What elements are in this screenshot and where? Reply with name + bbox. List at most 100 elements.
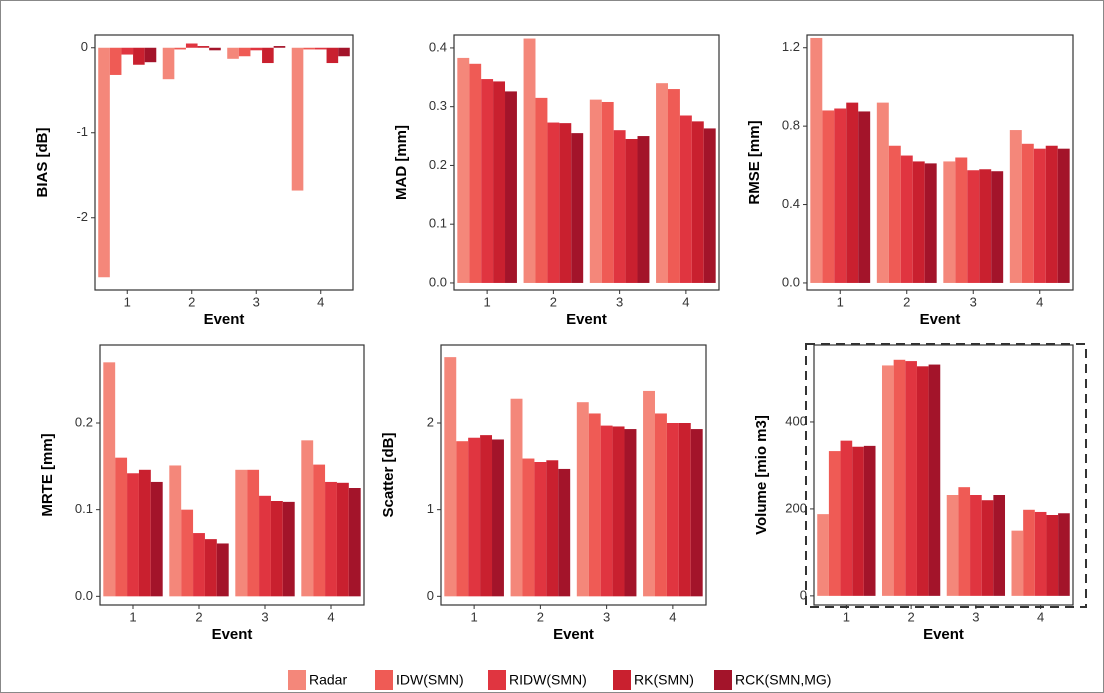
x-tick-label: 3 (972, 609, 979, 624)
bar (204, 539, 217, 597)
bar (457, 57, 470, 283)
x-tick-label: 1 (471, 609, 478, 624)
y-axis-label: Volume [mio m3] (753, 415, 770, 535)
bar (259, 495, 271, 597)
bar (928, 364, 941, 596)
bar (270, 501, 283, 597)
bar (991, 171, 1004, 283)
y-tick-label: 200 (785, 500, 807, 515)
bar (817, 514, 829, 596)
bar (216, 543, 229, 597)
bar (852, 446, 864, 596)
x-tick-label: 4 (1036, 294, 1043, 309)
x-axis-label: Event (212, 626, 253, 643)
y-tick-label: 0.4 (429, 39, 447, 54)
bar (546, 460, 559, 597)
bar (273, 46, 286, 48)
bar (535, 97, 548, 283)
legend-swatch (288, 670, 306, 690)
y-axis-label: MRTE [mm] (39, 433, 56, 516)
bar (905, 361, 917, 596)
bar (523, 38, 536, 283)
bar (690, 429, 703, 597)
bar (1057, 148, 1070, 283)
bar (133, 47, 145, 65)
bar (846, 102, 859, 283)
bar (336, 482, 349, 597)
bar (613, 130, 626, 283)
plot-frame (99, 344, 365, 606)
x-tick-label: 3 (261, 609, 268, 624)
bar (493, 81, 506, 283)
x-tick-label: 2 (908, 609, 915, 624)
bar (348, 488, 361, 597)
bar (576, 402, 589, 597)
y-tick-label: 0.0 (782, 274, 800, 289)
bar (981, 500, 994, 596)
bar (1058, 513, 1070, 596)
bar (169, 465, 182, 597)
bar (301, 440, 314, 597)
bar (600, 425, 613, 597)
x-axis-label: Event (566, 311, 607, 328)
y-axis-label: MAD [mm] (393, 125, 410, 200)
bar (115, 457, 128, 597)
y-tick-label: 0.4 (782, 196, 800, 211)
legend-swatch (714, 670, 732, 690)
bar (589, 99, 602, 283)
legend-swatch (488, 670, 506, 690)
bar (863, 445, 876, 596)
bar (444, 357, 457, 597)
bar (691, 121, 704, 283)
bar (325, 481, 337, 597)
bar (667, 89, 680, 283)
plot-frame (813, 344, 1074, 606)
bar (1023, 509, 1035, 596)
bar (840, 440, 853, 596)
x-tick-label: 3 (616, 294, 623, 309)
y-tick-label: 0.3 (429, 98, 447, 113)
y-tick-label: 0 (800, 587, 807, 602)
bar (262, 47, 274, 64)
bar (888, 145, 901, 283)
bar (250, 47, 263, 51)
legend-label: RK(SMN) (634, 672, 694, 688)
bar (98, 47, 110, 278)
bar (624, 429, 637, 597)
x-tick-label: 3 (970, 294, 977, 309)
bar (893, 359, 906, 596)
bar (181, 509, 194, 597)
bar (314, 47, 327, 50)
x-tick-label: 2 (188, 294, 195, 309)
x-axis-label: Event (920, 311, 961, 328)
y-axis-label: BIAS [dB] (34, 128, 51, 198)
y-axis-label: RMSE [mm] (746, 120, 763, 204)
y-tick-label: 1.2 (782, 39, 800, 54)
bar (326, 47, 339, 64)
x-tick-label: 4 (327, 609, 334, 624)
bar (313, 464, 326, 597)
bar (510, 398, 523, 597)
x-tick-label: 1 (843, 609, 850, 624)
bar (571, 133, 584, 283)
bar (103, 362, 116, 597)
bar (534, 462, 547, 597)
bar (469, 63, 482, 283)
x-axis-label: Event (553, 626, 594, 643)
bar (1009, 130, 1022, 283)
x-axis-label: Event (923, 626, 964, 643)
y-tick-label: 0.8 (782, 118, 800, 133)
bar (979, 169, 992, 283)
bar (468, 437, 481, 597)
x-tick-label: 3 (603, 609, 610, 624)
bar (138, 469, 151, 597)
bar (625, 138, 638, 283)
bar (943, 161, 956, 283)
legend-label: IDW(SMN) (396, 672, 464, 688)
bar (822, 110, 835, 283)
x-tick-label: 2 (537, 609, 544, 624)
bar (858, 111, 871, 283)
bar (643, 390, 655, 597)
y-tick-label: 0.0 (429, 274, 447, 289)
